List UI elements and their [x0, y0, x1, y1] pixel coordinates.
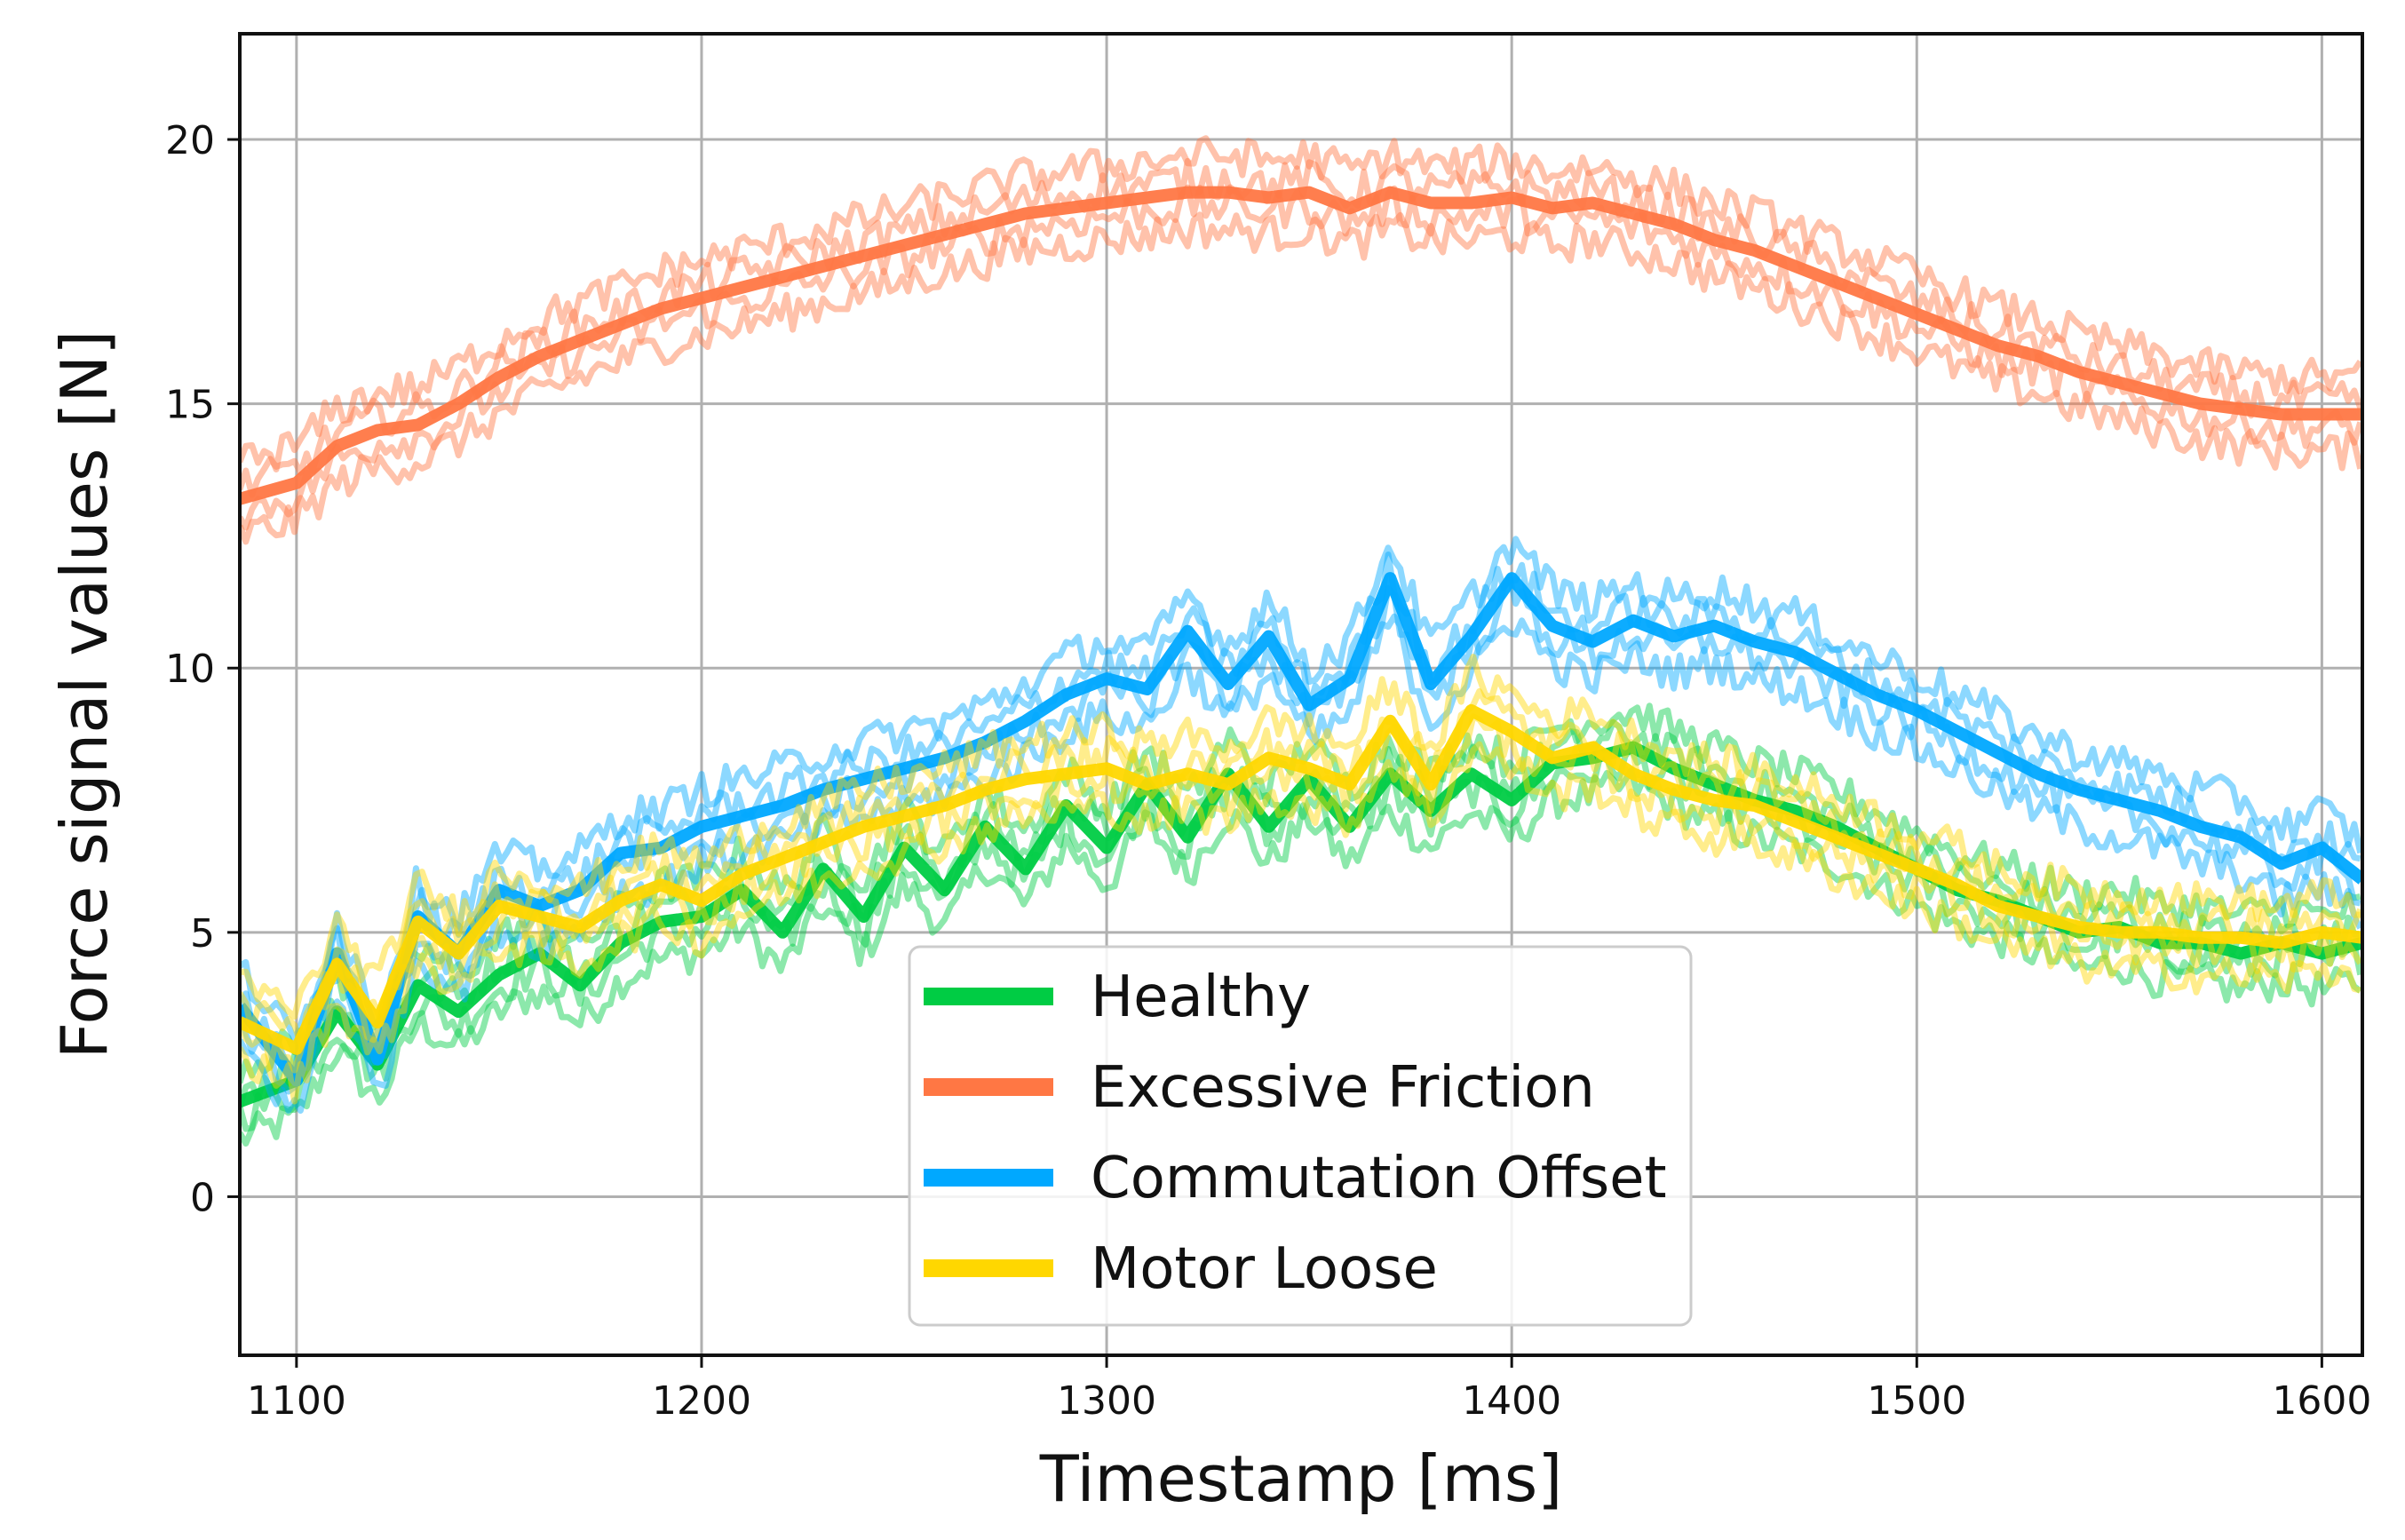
x-tick-label: 1500 [1867, 1378, 1966, 1424]
y-axis: 0 5 10 15 20 [165, 118, 240, 1220]
series-healthy [240, 703, 2362, 1147]
series-commutation-offset [240, 536, 2362, 1114]
series-run-line [240, 654, 2361, 1020]
x-tick-label: 1300 [1057, 1378, 1156, 1424]
series-line [240, 572, 2362, 1087]
y-tick-label: 15 [165, 383, 215, 428]
series-run-line [240, 745, 2362, 1132]
series-run-line [240, 135, 2362, 472]
series-run-line [240, 766, 2362, 1147]
series-run-line [240, 210, 2362, 545]
series-run-line [240, 536, 2362, 1044]
y-tick-label: 20 [165, 118, 215, 163]
x-axis: 1100 1200 1300 1400 1500 1600 [247, 1355, 2371, 1424]
legend-box [908, 945, 1693, 1327]
series-run-line [240, 703, 2361, 1084]
x-tick-label: 1200 [652, 1378, 751, 1424]
y-tick-label: 5 [190, 911, 215, 957]
x-tick-label: 1600 [2272, 1378, 2371, 1424]
legend-label: Excessive Friction [1091, 1055, 1595, 1121]
series-line [240, 186, 2362, 505]
x-tick-label: 1400 [1462, 1378, 1561, 1424]
series-layer [240, 135, 2362, 1147]
y-axis-label: Force signal values [N] [47, 330, 122, 1060]
y-tick-label: 10 [165, 647, 215, 692]
y-tick-label: 0 [190, 1175, 215, 1220]
plot-frame [238, 32, 2364, 1357]
series-run-line [240, 741, 2361, 1105]
x-axis-label: Timestamp [ms] [1039, 1441, 1563, 1516]
legend-label: Motor Loose [1091, 1236, 1438, 1302]
series-run-line [240, 157, 2362, 498]
legend-label: Healthy [1091, 964, 1311, 1030]
legend-label: Commutation Offset [1091, 1146, 1667, 1211]
series-line [240, 703, 2362, 1055]
series-excessive-friction [240, 135, 2362, 545]
grid [240, 34, 2362, 1355]
legend: Healthy Excessive Friction Commutation Off… [908, 945, 1693, 1327]
series-motor-loose [240, 654, 2362, 1105]
x-tick-label: 1100 [247, 1378, 346, 1424]
